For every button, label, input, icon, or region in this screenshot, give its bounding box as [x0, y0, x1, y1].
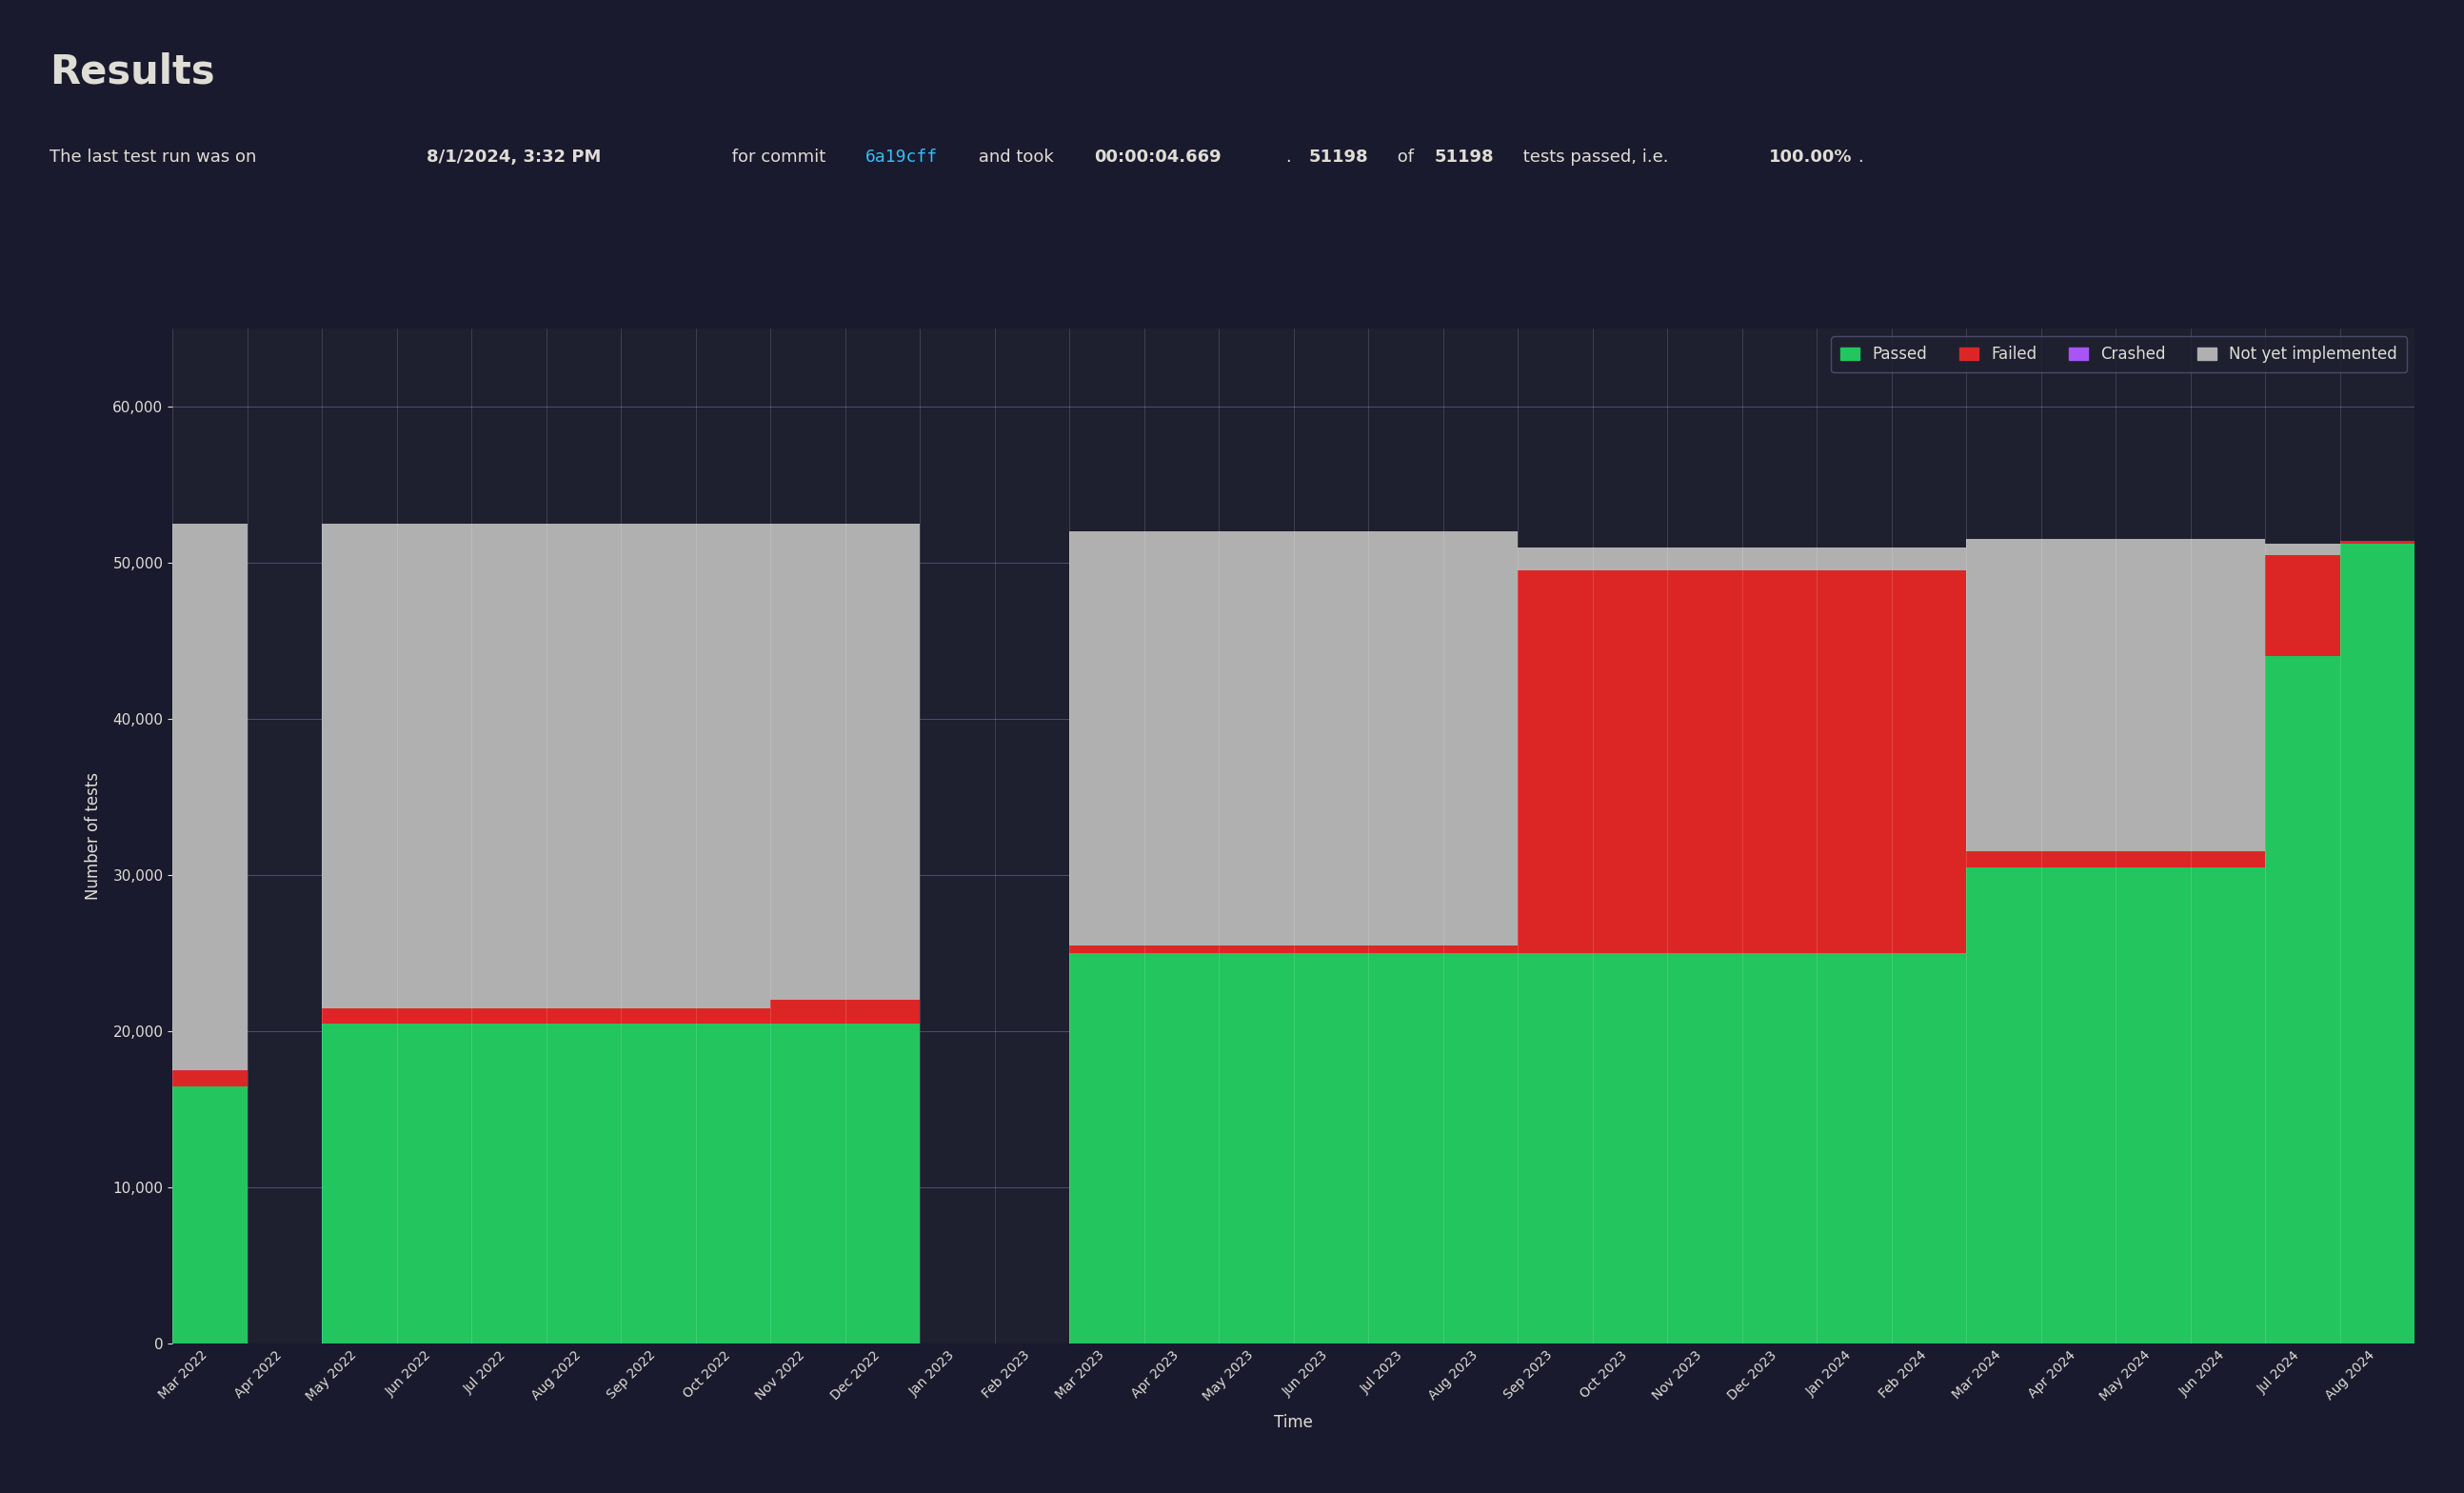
- Polygon shape: [172, 540, 2415, 1344]
- Polygon shape: [172, 524, 2415, 1344]
- X-axis label: Time: Time: [1274, 1414, 1313, 1432]
- Text: and took: and took: [973, 148, 1060, 166]
- Text: tests passed, i.e.: tests passed, i.e.: [1518, 148, 1673, 166]
- Text: .: .: [1858, 148, 1863, 166]
- Text: 6a19cff: 6a19cff: [865, 148, 936, 166]
- Text: Results: Results: [49, 52, 214, 93]
- Text: of: of: [1392, 148, 1419, 166]
- Text: .: .: [1286, 148, 1296, 166]
- Polygon shape: [172, 543, 2415, 1344]
- Text: The last test run was on: The last test run was on: [49, 148, 261, 166]
- Text: 8/1/2024, 3:32 PM: 8/1/2024, 3:32 PM: [426, 148, 601, 166]
- Text: for commit: for commit: [727, 148, 833, 166]
- Text: 100.00%: 100.00%: [1769, 148, 1853, 166]
- Polygon shape: [172, 540, 2415, 1344]
- Text: 00:00:04.669: 00:00:04.669: [1094, 148, 1222, 166]
- Y-axis label: Number of tests: Number of tests: [84, 772, 101, 900]
- Text: 51198: 51198: [1308, 148, 1368, 166]
- Text: 51198: 51198: [1434, 148, 1493, 166]
- Legend: Passed, Failed, Crashed, Not yet implemented: Passed, Failed, Crashed, Not yet impleme…: [1831, 336, 2407, 373]
